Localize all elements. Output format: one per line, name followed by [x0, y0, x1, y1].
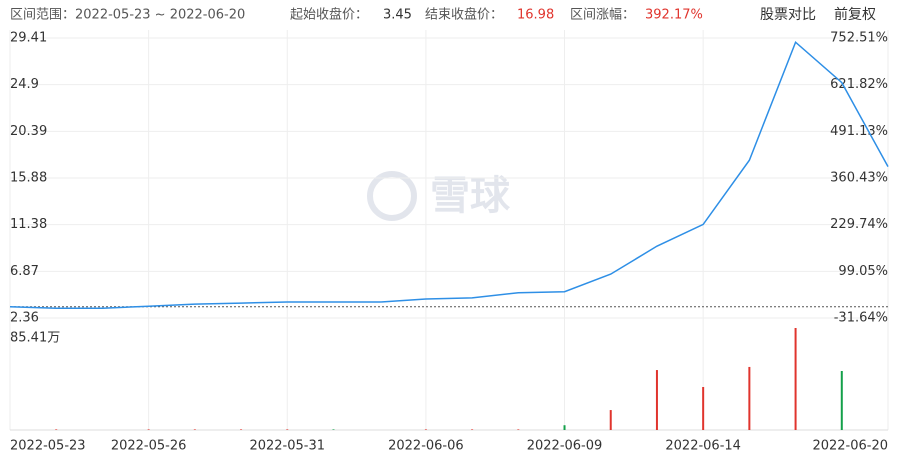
x-tick-label: 2022-06-20 — [812, 439, 888, 454]
range: 区间范围：2022-05-23 ~ 2022-06-20 — [10, 8, 245, 23]
volume-bar — [193, 429, 196, 430]
volume-bar — [55, 429, 58, 430]
watermark: 雪球 — [367, 171, 511, 221]
y2-tick-label: 752.51% — [830, 31, 888, 46]
volume-bar — [240, 429, 243, 430]
volume-bar — [517, 429, 520, 430]
volume-bar — [840, 371, 843, 430]
volume-bar — [147, 429, 150, 430]
change-label: 区间涨幅： — [570, 8, 635, 23]
compare-button[interactable]: 股票对比 — [760, 7, 816, 23]
volume-tick-label: 85.41万 — [10, 331, 60, 346]
price-line — [9, 40, 889, 310]
volume-bar — [332, 429, 335, 430]
y2-tick-label: 229.74% — [830, 217, 888, 232]
adjust-button[interactable]: 前复权 — [834, 6, 876, 23]
y2-tick-label: 99.05% — [838, 264, 888, 279]
start-label: 起始收盘价： — [290, 7, 368, 23]
volume-bar — [609, 410, 612, 430]
start-value: 3.45 — [383, 8, 412, 23]
watermark-logo — [367, 171, 417, 221]
y2-tick-label: 491.13% — [830, 124, 888, 139]
volume-bar — [471, 429, 474, 430]
x-tick-label: 2022-06-14 — [665, 439, 741, 454]
y-tick-label: 11.38 — [10, 217, 47, 232]
y-tick-label: 15.88 — [10, 171, 47, 186]
end-label: 结束收盘价： — [425, 7, 503, 23]
y2-tick-label: -31.64% — [834, 311, 888, 326]
y-tick-label: 20.39 — [10, 124, 47, 139]
x-tick-label: 2022-06-06 — [388, 439, 464, 454]
volume-bar — [424, 429, 427, 430]
change-value: 392.17% — [645, 8, 703, 23]
volume-bar — [702, 387, 705, 430]
volume-bar — [563, 425, 566, 430]
volume-bar — [286, 429, 289, 430]
end-value: 16.98 — [517, 8, 554, 23]
volume-bar — [748, 366, 751, 430]
watermark-text: 雪球 — [430, 173, 511, 219]
x-tick-label: 2022-06-09 — [527, 439, 603, 454]
y-tick-label: 24.9 — [10, 77, 39, 92]
x-tick-label: 2022-05-31 — [249, 439, 325, 454]
x-tick-label: 2022-05-23 — [10, 439, 86, 454]
y-tick-label: 6.87 — [10, 264, 39, 279]
volume-bar — [655, 370, 658, 430]
x-tick-label: 2022-05-26 — [111, 439, 187, 454]
volume-bar — [794, 328, 797, 430]
y-tick-label: 2.36 — [10, 311, 39, 326]
y-tick-label: 29.41 — [10, 31, 47, 46]
y2-tick-label: 360.43% — [830, 171, 888, 186]
